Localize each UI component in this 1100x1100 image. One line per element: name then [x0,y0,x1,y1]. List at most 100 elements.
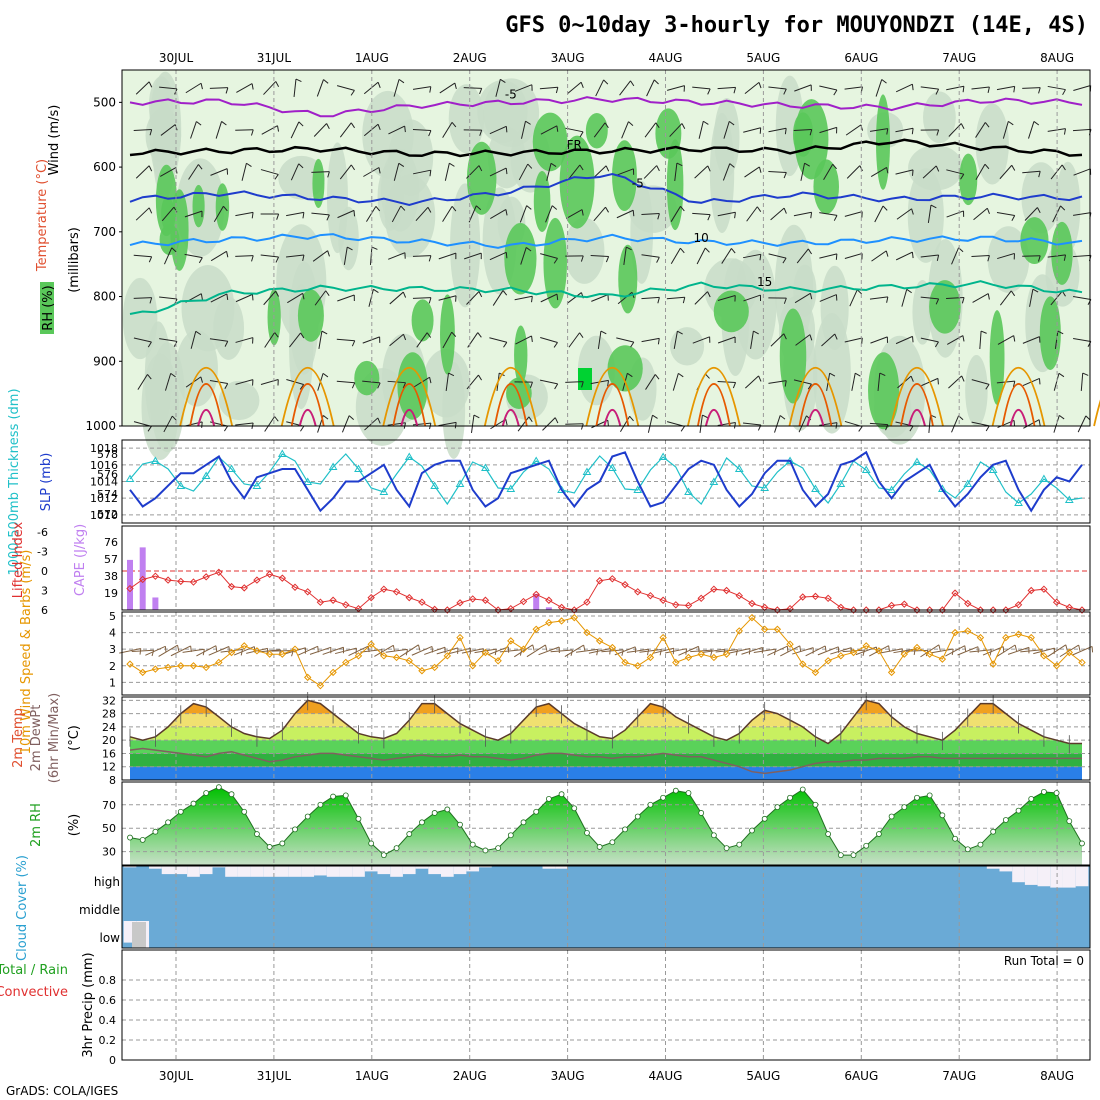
rh-region [122,277,158,360]
barb-shaft [311,212,330,216]
temp-band [130,713,1082,727]
wind-barb [670,247,685,265]
thickness-tick-label: 574 [97,488,118,501]
wind-speed-point [405,657,413,665]
wind-barb [565,255,584,262]
wind-barb [946,169,965,180]
wind-barb [819,253,838,260]
wind-speed-point [253,647,261,655]
barb-flag [936,254,940,261]
barb-flag [371,246,378,250]
wind-barb [946,85,965,93]
barb-flag [525,120,531,125]
barb-shaft [1073,337,1091,343]
wind-barb [666,296,686,304]
li-point [672,601,680,609]
warm-contour [1093,399,1100,427]
barb-shaft [411,645,433,656]
barb-flag [1082,372,1089,376]
wind-barb [318,330,328,349]
barb-flag [783,207,787,214]
li-point [621,580,629,589]
cloud-clear-segment [212,866,226,868]
barb-shaft [190,121,197,139]
wind-barb [184,210,203,218]
wind-barb [768,86,787,95]
rh-region [975,103,1009,185]
wind-speed-point [430,663,439,672]
thickness-point [1064,495,1074,503]
hot-contour [900,383,934,427]
wind-barb [1022,336,1041,344]
barb-flag [556,294,559,301]
cloud-clear-segment [377,866,391,875]
wind-barb [895,335,914,345]
wind-barb [796,248,812,264]
wind-speed-point [672,658,680,667]
li-point [1040,585,1048,593]
rh-point [317,801,324,808]
barb-shaft [644,122,657,138]
barb-flag [579,131,584,138]
barb-flag [323,79,329,84]
wind-barb [439,82,457,94]
wind-tick-label: 5 [109,610,116,623]
li-point [329,596,337,604]
barb-shaft [593,122,606,138]
wind-barb [490,209,508,219]
barb-flag [912,336,914,343]
wind-speed-point [938,655,947,663]
thickness-point [176,481,186,489]
li-point [202,573,210,581]
cloud-clear-segment [237,866,251,877]
barb-flag [756,206,762,212]
rh-point [977,841,984,848]
barb-shaft [159,86,178,90]
wind-speed-point [126,660,134,668]
wind-barb [1077,415,1091,433]
barb-flag [758,375,762,382]
li-point [697,594,705,603]
rh-frame [121,781,1091,866]
barb-flag [528,416,533,423]
barb-shaft [997,252,1015,260]
barb-flag [404,126,406,133]
rh-point [571,805,578,812]
barb-shaft [566,292,582,304]
barb-shaft [969,649,992,653]
rh-point [228,791,235,798]
wind-barb [412,86,432,93]
rh-point [165,819,171,826]
wind-barb [744,166,762,178]
cloud-clear-segment [415,866,429,869]
barb-flag [295,78,302,83]
barb-shaft [946,335,964,345]
wind-barb [293,78,302,98]
barb-shaft [412,128,431,132]
li-point [824,594,832,603]
slp-tick-label: 1012 [90,492,118,505]
barb-shaft [646,79,655,97]
barb-shaft [565,127,584,133]
li-point [392,588,401,596]
wind-barb [363,81,381,95]
barb-shaft [982,646,1004,656]
wind-barb-10m [1020,649,1043,656]
wind-barb [851,372,861,391]
li-point [519,597,528,606]
barb-flag [758,82,762,89]
barb-shaft [336,380,355,384]
barb-shaft [236,83,253,93]
wind-speed-point [227,648,236,657]
rh-point [584,829,590,836]
li-point [951,589,959,597]
wind-barb [794,84,812,92]
wind-speed-point [1040,652,1048,660]
wind-speed-point [913,643,921,652]
wind-barb [619,80,635,96]
cloud-clear-segment [479,866,492,868]
hottest-contour [1009,408,1028,427]
slp-tick-label: 1010 [90,509,118,522]
wind-barb [948,375,965,389]
wind-barb [768,127,787,135]
